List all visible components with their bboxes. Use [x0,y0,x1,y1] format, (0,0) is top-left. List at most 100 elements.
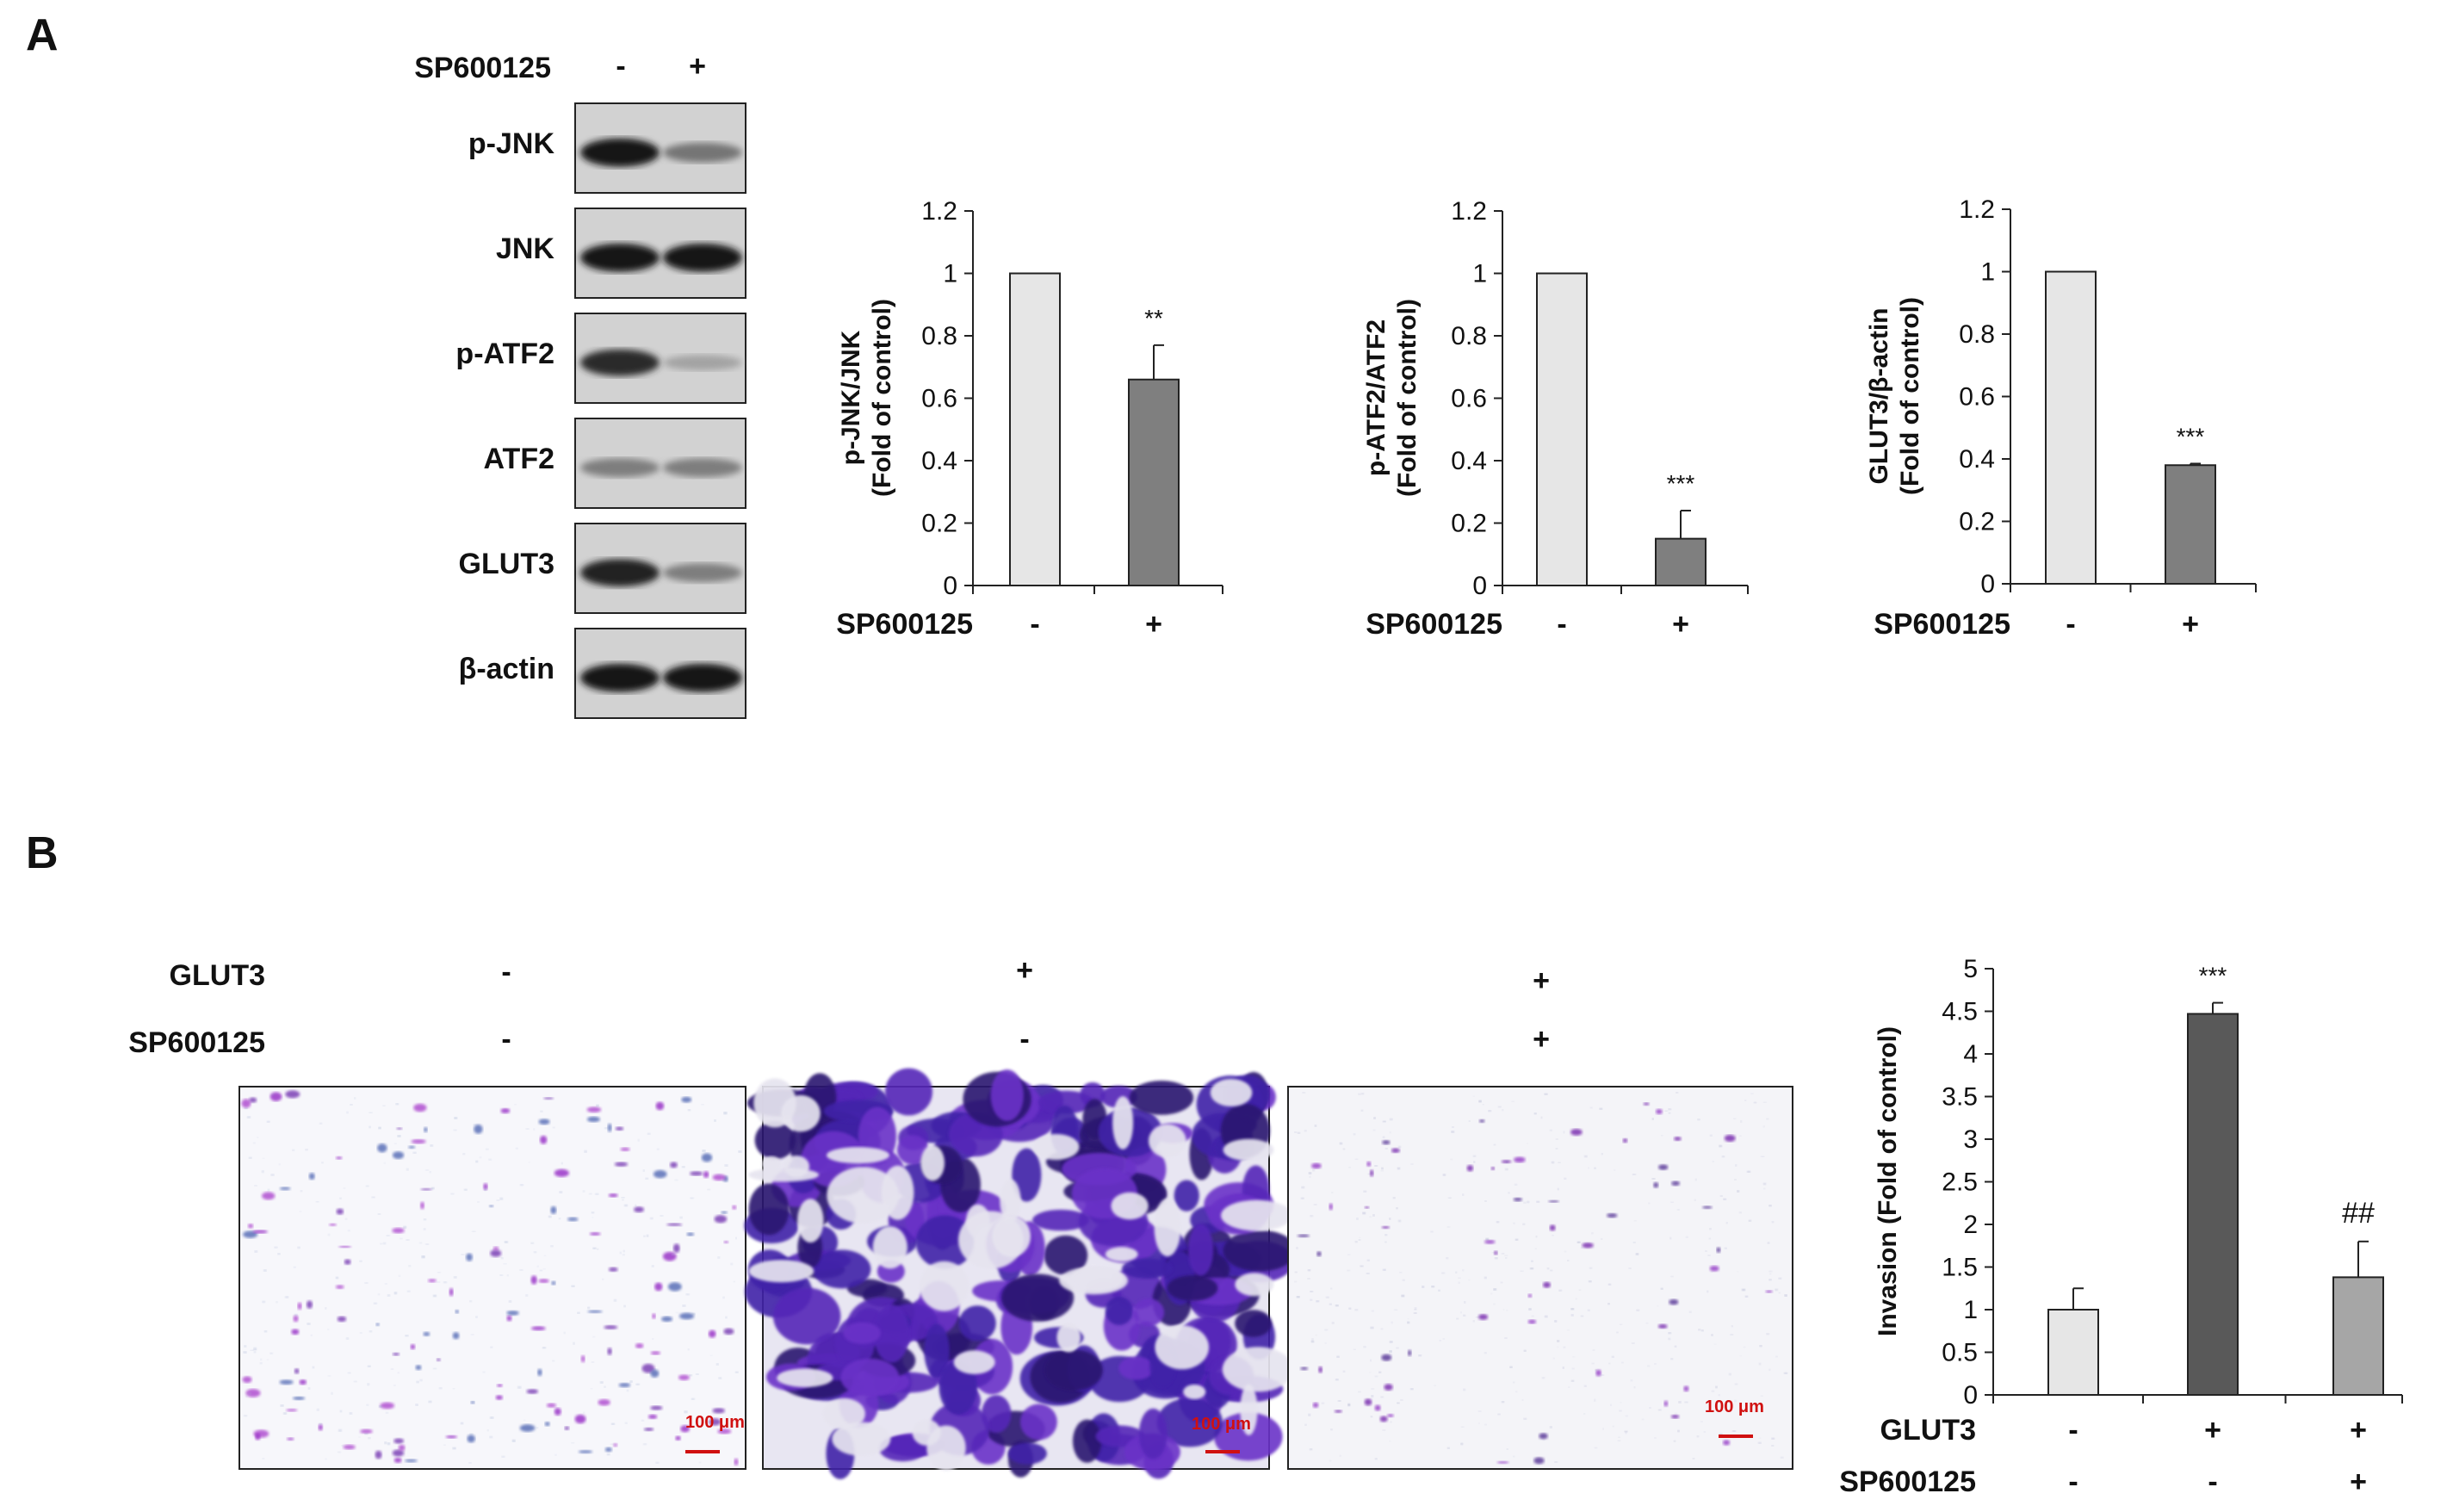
x-category-sign: + [2350,1466,2367,1498]
image-3-glut3-sign: + [1533,964,1550,997]
blot-band-jnk-lane-2 [663,243,742,272]
y-tick-label: 0.2 [1959,508,1995,536]
y-tick-label: 1.2 [921,197,957,226]
y-tick-label: 0.2 [1451,510,1487,538]
scale-bar-label-1: 100 μm [685,1413,745,1432]
x-row-label: SP600125 [1874,608,2010,641]
blot-band--actin-lane-1 [580,663,660,692]
blot-lane-2-label: + [689,50,706,83]
blot-label--actin: β-actin [459,653,554,685]
y-axis-label: Invasion (Fold of control) [1874,1026,1902,1336]
bar-0 [2045,270,2097,585]
y-tick-label: 0.4 [1959,445,1995,474]
y-tick-label: 1.5 [1942,1254,1978,1282]
blot-band-atf2-lane-1 [580,458,660,478]
x-row-label: GLUT3 [1880,1414,1976,1447]
scale-bar-label-2: 100 μm [1192,1415,1251,1434]
y-tick-label: 1 [943,260,957,288]
significance-1: ** [1144,305,1163,332]
x-category-sign: + [1145,608,1162,641]
y-tick-label: 0.5 [1942,1339,1978,1367]
x-row-label: SP600125 [1366,608,1502,641]
y-tick-label: 0.6 [1451,385,1487,413]
y-tick-label: 1.2 [1451,197,1487,226]
chart-glut3: 0 0.2 0.4 0.6 0.8 1 1.2 *** SP600125 - + GLUT3/β-ac… [1865,195,2257,641]
y-tick-label: 2 [1963,1211,1978,1239]
blot-lane-1-label: - [616,50,625,83]
invasion-image-glut3: 100 μm [744,1068,1297,1479]
bar-1 [2187,1013,2239,1396]
significance-1: *** [1667,470,1695,497]
blot-band-glut3-lane-1 [580,559,660,587]
y-tick-label: 0 [1980,570,1995,598]
image-row-label-glut3: GLUT3 [170,959,265,992]
blot-label-p-atf2: p-ATF2 [455,338,554,370]
y-tick-label: 3.5 [1942,1083,1978,1112]
blot-band-p-jnk-lane-1 [580,138,660,167]
bar-0 [1009,272,1061,586]
bar-1 [1128,378,1180,586]
y-tick-label: 0 [1963,1381,1978,1410]
panel-label-a: A [26,10,59,60]
significance-2: ## [2342,1197,2375,1230]
y-tick-label: 2.5 [1942,1168,1978,1197]
y-tick-label: 0 [1472,572,1487,600]
x-row-label: SP600125 [1839,1466,1976,1498]
x-category-sign: - [2068,1414,2078,1447]
blot-label-p-jnk: p-JNK [468,127,555,160]
blot-label-atf2: ATF2 [484,443,554,475]
blot-strips: p-JNK JNK p-ATF2 ATF2 GLUT3 β-actin [455,102,746,719]
x-category-sign: - [2208,1466,2217,1498]
significance-1: *** [2177,423,2205,449]
y-tick-label: 1.2 [1959,195,1995,224]
image-2-glut3-sign: + [1016,954,1033,987]
y-tick-label: 4 [1963,1040,1978,1069]
x-category-sign: - [2068,1466,2078,1498]
x-category-sign: + [2182,608,2199,641]
panel-label-b: B [26,828,59,878]
y-tick-label: 3 [1963,1125,1978,1154]
x-category-sign: + [2350,1414,2367,1447]
y-axis-label: p-JNK/JNK (Fold of control) [837,299,896,497]
x-category-sign: - [2066,608,2075,641]
blot-band-glut3-lane-2 [663,563,742,583]
blot-band-p-jnk-lane-2 [663,142,742,163]
chart-p-jnk: 0 0.2 0.4 0.6 0.8 1 1.2 ** SP600125 - + p-JNK/JNK (F… [836,197,1223,641]
x-row-label: SP600125 [836,608,973,641]
bar-1 [1655,537,1707,586]
image-2-sp-sign: - [1019,1023,1029,1056]
y-tick-label: 0.6 [1959,383,1995,412]
y-tick-label: 5 [1963,955,1978,983]
y-tick-label: 1 [1963,1296,1978,1324]
y-tick-label: 0.2 [921,510,957,538]
blot-band-jnk-lane-1 [580,243,660,272]
y-axis-label: p-ATF2/ATF2 (Fold of control) [1362,299,1422,497]
y-tick-label: 1 [1472,260,1487,288]
x-category-sign: + [2204,1414,2221,1447]
y-tick-label: 1 [1980,258,1995,287]
blot-label-glut3: GLUT3 [459,548,554,580]
blot-header-label: SP600125 [414,52,551,84]
y-tick-label: 4.5 [1942,998,1978,1026]
invasion-image-glut3-sp600125: 100 μm [1287,1086,1793,1470]
image-row-label-sp600125: SP600125 [128,1026,265,1059]
y-tick-label: 0.8 [1451,322,1487,350]
y-tick-label: 0 [943,572,957,600]
significance-1: *** [2199,963,2227,989]
x-category-sign: + [1672,608,1689,641]
invasion-image-control: 100 μm [238,1086,746,1470]
western-blot: SP600125 - + p-JNK JNK p-ATF2 ATF2 GLUT3 β-ac… [414,50,746,719]
bar-2 [2332,1276,2384,1396]
y-tick-label: 0.8 [921,322,957,350]
image-3-sp-sign: + [1533,1023,1550,1056]
y-tick-label: 0.4 [1451,447,1487,475]
y-tick-label: 0.4 [921,447,957,475]
x-category-sign: - [1557,608,1566,641]
blot-band-p-atf2-lane-2 [663,355,742,371]
chart-p-atf2: 0 0.2 0.4 0.6 0.8 1 1.2 *** SP600125 - + p-ATF2/ATF… [1362,197,1749,641]
y-axis-label: GLUT3/β-actin (Fold of control) [1865,297,1924,495]
bar-0 [2047,1309,2099,1396]
scale-bar-label-3: 100 μm [1705,1397,1764,1416]
bar-1 [2165,464,2216,585]
